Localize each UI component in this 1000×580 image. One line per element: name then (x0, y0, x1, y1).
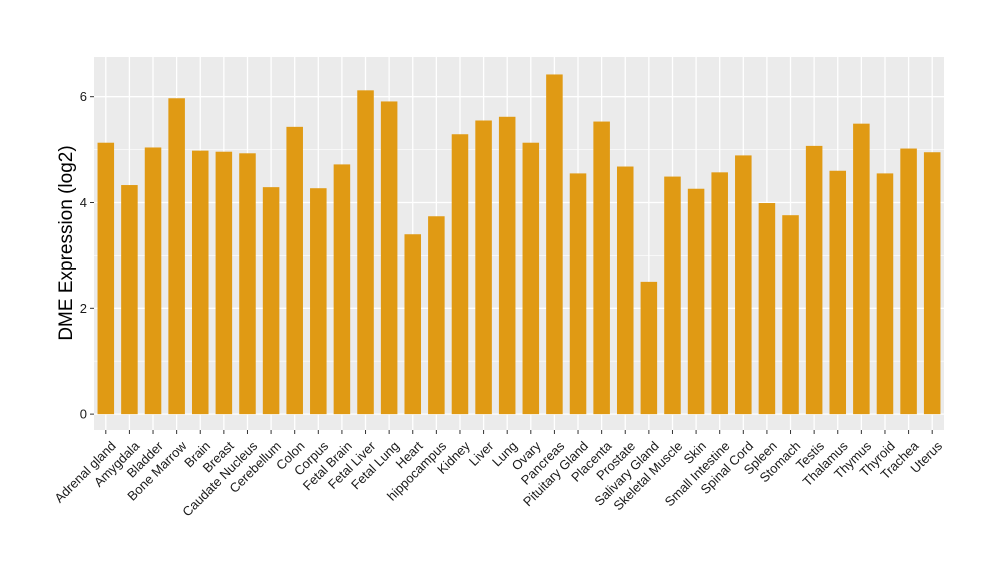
bar (191, 150, 209, 415)
y-axis: 0 2 4 6 (80, 89, 94, 422)
bar (616, 166, 634, 415)
bar (498, 116, 516, 415)
bar (428, 216, 445, 415)
bar (286, 126, 303, 415)
bar (522, 142, 540, 415)
bar (404, 234, 422, 415)
bar (97, 142, 115, 415)
bar (805, 145, 823, 415)
bar (853, 123, 870, 415)
bar (380, 101, 398, 415)
bar (735, 155, 752, 415)
bar (310, 188, 327, 415)
bar (168, 98, 185, 415)
bar (782, 215, 799, 415)
bar (475, 120, 492, 415)
y-tick-label: 2 (80, 301, 87, 316)
bar (758, 203, 776, 415)
y-tick-label: 0 (80, 407, 87, 422)
bar (640, 281, 658, 415)
bar (451, 134, 469, 415)
bar (687, 188, 705, 415)
bar (593, 121, 610, 415)
bar (569, 173, 587, 415)
plot-panel (94, 57, 944, 430)
bar (900, 148, 917, 415)
bar (664, 176, 681, 415)
y-tick-label: 4 (80, 195, 87, 210)
bar (333, 164, 351, 415)
bar (239, 153, 256, 415)
bar (215, 151, 233, 415)
bar (262, 187, 280, 415)
bar (923, 152, 941, 415)
bar (876, 173, 894, 415)
bars (97, 74, 941, 415)
bar (711, 172, 728, 415)
bar (546, 74, 563, 415)
bar (144, 147, 162, 415)
y-tick-label: 6 (80, 89, 87, 104)
x-tick-label: Liver (466, 438, 497, 469)
bar (121, 185, 138, 415)
y-axis-title: DME Expression (log2) (56, 145, 77, 340)
bar (357, 90, 374, 415)
bar (829, 170, 847, 415)
